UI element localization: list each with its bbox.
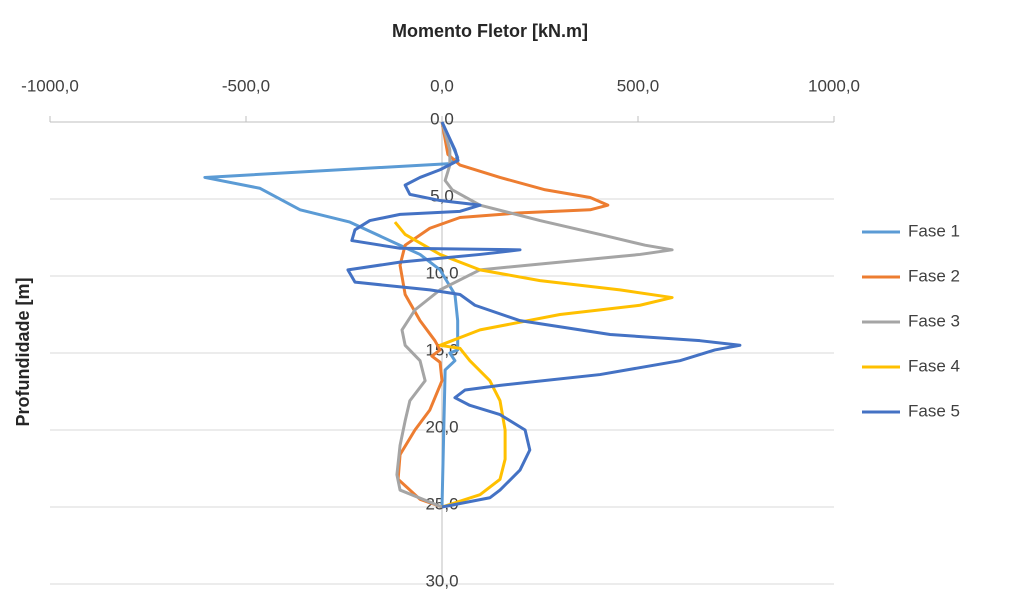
x-tick-label: 500,0 [617, 76, 660, 95]
series-line [395, 121, 674, 509]
y-tick-label: 30,0 [425, 571, 458, 590]
y-tick-label: 0,0 [430, 109, 454, 128]
legend-label: Fase 1 [908, 221, 960, 240]
chart-title: Momento Fletor [kN.m] [392, 21, 588, 41]
legend-label: Fase 5 [908, 401, 960, 420]
legend-label: Fase 2 [908, 266, 960, 285]
x-tick-label: -1000,0 [21, 76, 79, 95]
legend-label: Fase 3 [908, 311, 960, 330]
series-line [393, 221, 674, 509]
series-line [396, 121, 610, 509]
y-tick-label: 20,0 [425, 417, 458, 436]
x-tick-label: 1000,0 [808, 76, 860, 95]
legend-label: Fase 4 [908, 356, 960, 375]
series-line [203, 121, 460, 508]
x-tick-label: -500,0 [222, 76, 270, 95]
x-tick-label: 0,0 [430, 76, 454, 95]
y-axis-label: Profundidade [m] [13, 278, 33, 427]
series-line [346, 121, 742, 509]
